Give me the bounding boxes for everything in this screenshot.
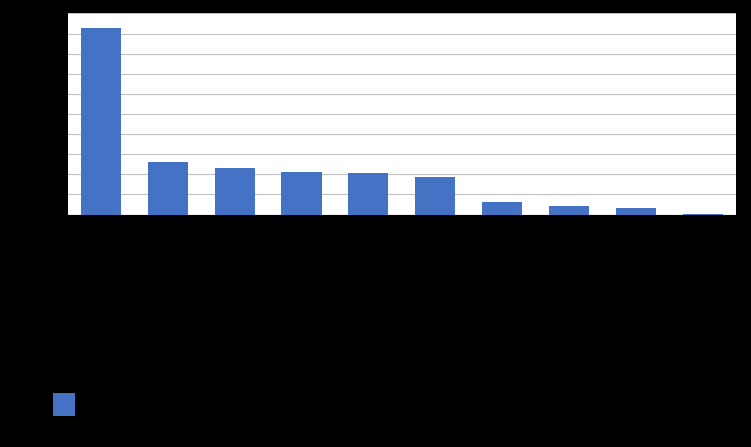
- Bar: [482, 202, 522, 215]
- Bar: [549, 206, 589, 215]
- Bar: [215, 169, 255, 215]
- Bar: [282, 173, 321, 215]
- Bar: [81, 29, 121, 215]
- Bar: [348, 173, 388, 215]
- Bar: [616, 207, 656, 215]
- Bar: [415, 177, 455, 215]
- Bar: [683, 214, 722, 215]
- Bar: [148, 162, 188, 215]
